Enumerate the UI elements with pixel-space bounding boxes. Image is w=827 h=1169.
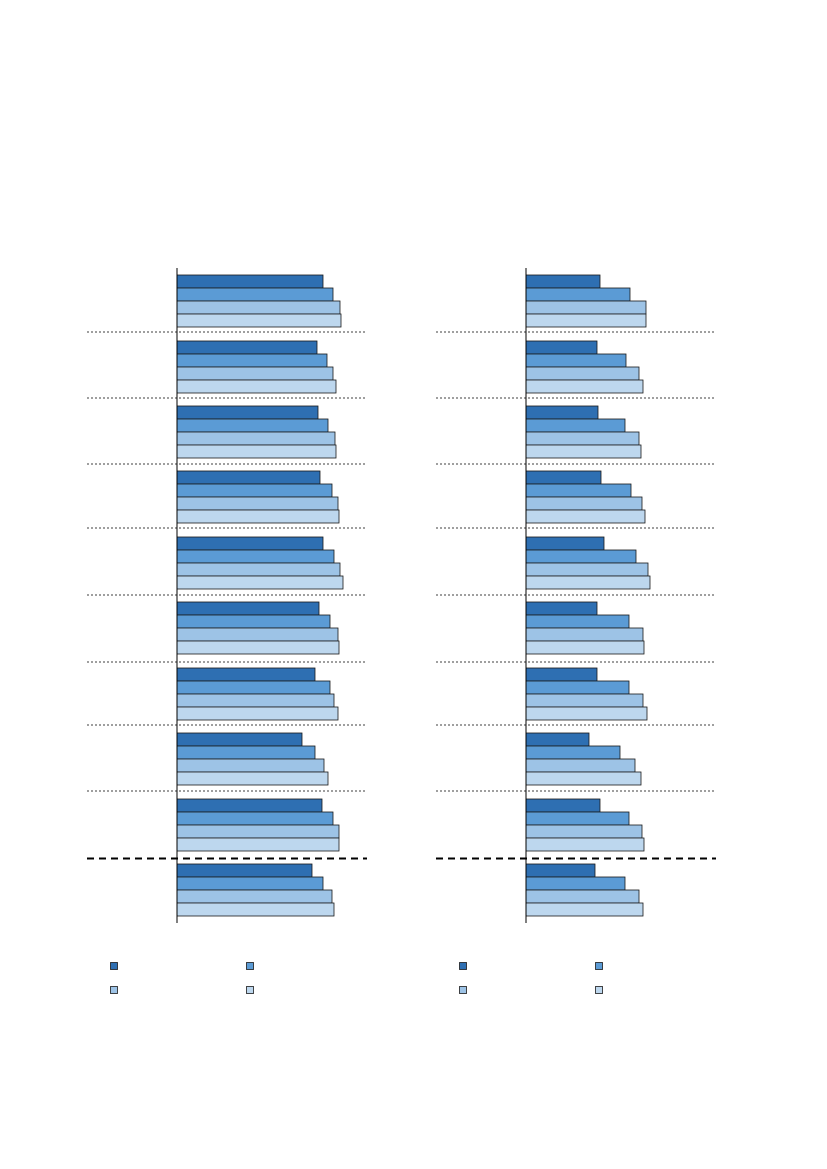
bar — [525, 706, 648, 721]
bar — [525, 837, 645, 852]
bar — [176, 601, 320, 616]
bar — [525, 745, 621, 760]
bar — [525, 601, 598, 616]
bar — [525, 379, 644, 394]
bar — [525, 274, 601, 289]
bar — [176, 549, 335, 564]
bar — [176, 732, 303, 747]
bar — [525, 902, 644, 917]
bar — [525, 824, 643, 839]
bar — [176, 824, 340, 839]
bar — [176, 902, 335, 917]
bar — [176, 863, 313, 878]
bar — [176, 876, 324, 891]
legend-marker — [110, 986, 118, 994]
bar — [525, 340, 598, 355]
bar — [176, 575, 344, 590]
bar — [176, 483, 333, 498]
bar — [176, 837, 340, 852]
bar — [525, 771, 642, 786]
bar — [525, 431, 640, 446]
bar — [176, 614, 331, 629]
bar — [525, 798, 601, 813]
bar — [176, 379, 337, 394]
bar — [525, 366, 640, 381]
bar — [525, 444, 642, 459]
bar — [176, 758, 325, 773]
bar — [176, 470, 321, 485]
bar — [525, 405, 599, 420]
bar — [525, 680, 630, 695]
legend-marker — [110, 962, 118, 970]
bar — [525, 640, 645, 655]
bar — [525, 614, 630, 629]
bar — [525, 575, 651, 590]
bar — [176, 798, 323, 813]
bar — [176, 313, 342, 328]
legend-marker — [459, 986, 467, 994]
bar — [525, 470, 602, 485]
bar — [525, 496, 643, 511]
bar — [176, 680, 331, 695]
legend-marker — [595, 986, 603, 994]
bar — [525, 876, 626, 891]
bar — [176, 889, 333, 904]
bar — [525, 300, 647, 315]
bar — [176, 300, 341, 315]
bar — [176, 431, 336, 446]
bar — [176, 640, 340, 655]
bar — [525, 287, 631, 302]
legend-marker — [459, 962, 467, 970]
bar — [525, 627, 644, 642]
bar — [525, 562, 649, 577]
bar — [525, 811, 630, 826]
bar — [176, 366, 334, 381]
bar — [525, 536, 605, 551]
bar — [176, 693, 335, 708]
bar — [525, 353, 627, 368]
bar — [525, 693, 644, 708]
bar — [176, 745, 316, 760]
bar — [176, 444, 337, 459]
bar — [176, 627, 339, 642]
bar — [525, 549, 637, 564]
bar — [525, 758, 636, 773]
bar — [176, 536, 324, 551]
bar — [525, 667, 598, 682]
bar — [176, 405, 319, 420]
bar — [176, 353, 328, 368]
bar — [176, 811, 334, 826]
bar — [525, 889, 640, 904]
bar — [176, 496, 339, 511]
bar — [525, 483, 632, 498]
bar — [176, 274, 324, 289]
bar — [525, 863, 596, 878]
bar — [525, 509, 646, 524]
bar — [176, 287, 334, 302]
bar — [525, 313, 647, 328]
bar — [176, 771, 329, 786]
bar — [176, 562, 341, 577]
bar — [176, 340, 318, 355]
legend-marker — [595, 962, 603, 970]
bar — [176, 509, 340, 524]
bar — [176, 418, 329, 433]
legend-marker — [246, 962, 254, 970]
bar — [176, 667, 316, 682]
bar — [525, 732, 590, 747]
bar — [525, 418, 626, 433]
bar — [176, 706, 339, 721]
legend-marker — [246, 986, 254, 994]
